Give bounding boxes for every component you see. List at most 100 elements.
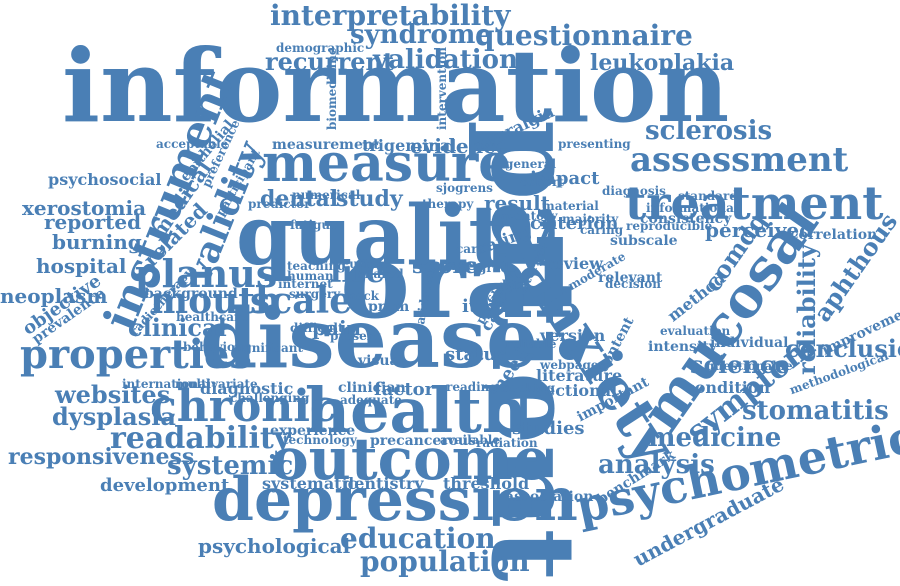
word-assessment: assessment: [630, 140, 849, 180]
word-scale: scale: [250, 280, 353, 322]
word-background: background: [144, 286, 238, 302]
word-sjogrens: sjogrens: [436, 181, 493, 195]
word-radiation: radiation: [476, 436, 538, 450]
word-disease: disease: [200, 291, 539, 387]
word-systemic: systemic: [167, 451, 294, 481]
word-therapy: therapy: [422, 197, 474, 211]
word-evidence: evidence: [410, 134, 509, 158]
word-oral: oral: [340, 218, 574, 342]
word-pain: pain: [312, 316, 362, 340]
word-review: review: [545, 254, 603, 273]
word-diagnosis: diagnosis: [602, 184, 666, 198]
word-version: version: [540, 326, 606, 345]
word-chronic: chronic: [150, 381, 337, 432]
word-reported: reported: [44, 210, 142, 234]
word-cohort: cohort: [520, 175, 564, 189]
word-neoplasm: neoplasm: [0, 284, 108, 308]
word-condition: condition: [685, 378, 771, 397]
word-sectional: sectional: [536, 381, 618, 400]
word-consistency: consistency: [640, 211, 732, 227]
word-numerical: numerical: [292, 188, 361, 202]
word-inventory: inventory: [494, 209, 558, 223]
word-trigeminal: trigeminal: [362, 136, 457, 155]
word-hospital: hospital: [36, 254, 127, 278]
word-interpretability: interpretability: [270, 0, 511, 32]
word-experience: experience: [270, 423, 356, 439]
word-international: international: [122, 377, 211, 391]
word-shared: shared: [358, 267, 404, 281]
word-threshold: threshold: [443, 474, 530, 493]
word-score: score: [412, 253, 479, 279]
word-association: association: [505, 489, 594, 505]
word-literature: literature: [536, 366, 623, 385]
word-individual: individual: [710, 335, 789, 351]
word-demographic: demographic: [276, 41, 365, 55]
word-diagnostic: diagnostic: [200, 379, 294, 398]
word-available: available: [440, 433, 500, 447]
word-criterion: criterion: [530, 213, 619, 234]
word-quality: quality: [236, 188, 554, 284]
word-measurement: measurement: [272, 137, 380, 153]
word-intervention: intervention: [435, 47, 449, 130]
word-study: study: [336, 186, 403, 212]
word-measure: measure: [262, 133, 512, 194]
word-studies: studies: [512, 418, 585, 439]
word-population: population: [360, 545, 530, 578]
word-prom: prom: [368, 299, 410, 315]
word-behaviour: behaviour: [183, 340, 251, 354]
word-presenting: presenting: [558, 137, 631, 151]
word-dysplasia: dysplasia: [52, 402, 176, 431]
word-difficult: difficult: [290, 321, 344, 335]
word-human: human: [287, 269, 334, 283]
word-systematic: systematic: [262, 474, 358, 493]
word-subscale: subscale: [610, 233, 678, 249]
word-current: current: [342, 257, 393, 271]
word-xerostomia: xerostomia: [22, 196, 147, 220]
word-leukoplakia: leukoplakia: [590, 50, 735, 76]
word-status: status: [445, 344, 507, 365]
word-clinical: clinical: [128, 313, 227, 342]
word-cross: cross: [430, 255, 477, 274]
word-teaching: teaching: [287, 259, 346, 273]
word-material: material: [542, 199, 599, 213]
word-validation: validation: [373, 45, 518, 75]
word-acceptable: acceptable: [156, 137, 229, 151]
word-clinician: clinician: [338, 380, 406, 396]
word-adequate: adequate: [340, 393, 402, 407]
word-questionnaire: questionnaire: [475, 19, 693, 52]
word-precancerous: precancerous: [370, 433, 477, 449]
word-item: item: [462, 296, 508, 317]
word-reliable: reliable: [505, 337, 557, 351]
word-data: data: [498, 278, 528, 292]
word-visual: visual: [358, 353, 404, 369]
word-grade: grade: [478, 261, 517, 275]
word-correlation: correlation: [790, 227, 878, 243]
word-education: education: [340, 522, 496, 555]
word-neck: neck: [347, 289, 379, 303]
word-development: development: [100, 475, 230, 496]
word-challenging: challenging: [230, 391, 310, 405]
word-healthcare: healthcare: [176, 310, 248, 324]
word-intensity: intensity: [648, 339, 717, 355]
word-conclusion: conclusion: [785, 334, 900, 363]
word-psychological: psychological: [198, 534, 351, 558]
word-informational: informational: [646, 201, 739, 215]
word-outcome: outcome: [270, 425, 550, 493]
word-websites: websites: [55, 380, 171, 409]
word-general: general: [505, 157, 557, 171]
word-reproducible: reproducible: [626, 219, 713, 233]
word-significant: significant: [232, 341, 304, 355]
word-analysis: analysis: [598, 450, 715, 480]
word-sclerosis: sclerosis: [645, 116, 773, 146]
word-perceived: perceived: [705, 218, 814, 242]
word-syndrome: syndrome: [350, 20, 492, 50]
word-fatigue: fatigue: [290, 218, 338, 232]
word-reading: reading: [446, 380, 498, 394]
word-surgery: surgery: [289, 287, 341, 301]
word-relevant: relevant: [598, 270, 663, 286]
word-responsiveness: responsiveness: [8, 444, 195, 470]
word-present: present: [330, 329, 382, 343]
word-caring: caring: [580, 223, 624, 237]
word-evaluation: evaluation: [660, 324, 731, 338]
